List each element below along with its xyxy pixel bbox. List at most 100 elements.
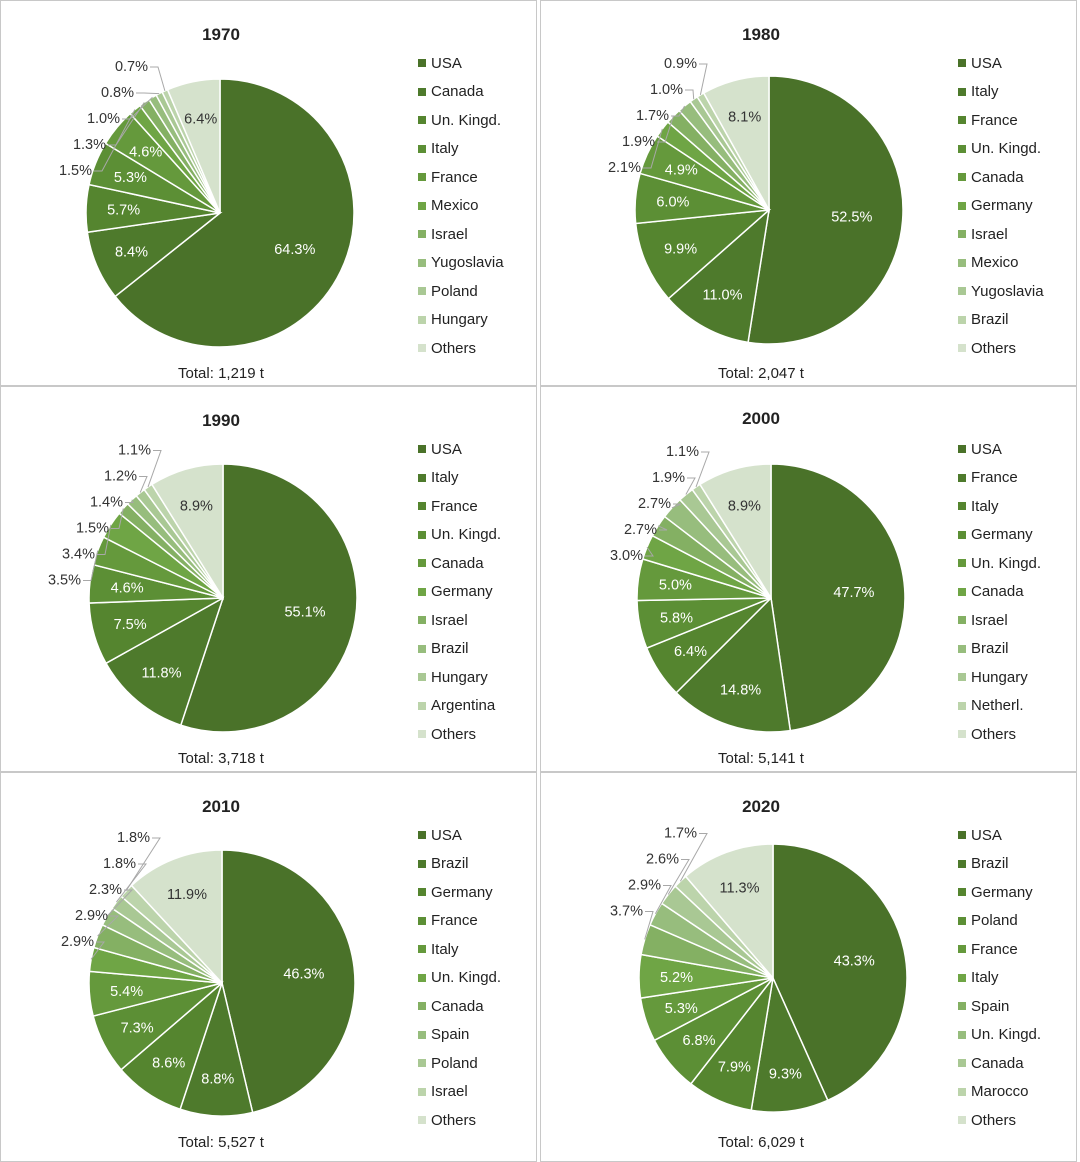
- legend-item: Yugoslavia: [958, 277, 1044, 306]
- legend-label: Un. Kingd.: [971, 1026, 1042, 1044]
- leader-line: [116, 863, 148, 903]
- legend-label: Argentina: [431, 697, 496, 715]
- pie-slice-others: [150, 463, 224, 601]
- legend-swatch: [418, 916, 426, 925]
- legend-swatch: [958, 673, 966, 682]
- chart-title: 1970: [202, 25, 240, 44]
- legend-label: Marocco: [971, 1083, 1029, 1101]
- slice-value-label: 4.9%: [665, 163, 698, 179]
- chart-total: Total: 6,029 t: [718, 1134, 804, 1151]
- chart-total: Total: 1,219 t: [178, 365, 264, 382]
- legend-label: France: [971, 469, 1018, 487]
- legend-item: Brazil: [418, 850, 501, 879]
- slice-value-label: 11.0%: [702, 288, 742, 304]
- legend-item: Un. Kingd.: [958, 549, 1041, 578]
- legend-item: Un. Kingd.: [958, 135, 1044, 164]
- legend-swatch: [958, 258, 966, 267]
- legend-swatch: [958, 945, 966, 954]
- legend-label: Yugoslavia: [971, 282, 1044, 300]
- slice-value-label: 11.9%: [167, 887, 207, 903]
- legend-label: USA: [971, 54, 1002, 72]
- legend-swatch: [418, 587, 426, 596]
- leader-line: [671, 503, 682, 509]
- pie-chart: 52.5% 11.0% 9.9% 6.0% 4.9% 8.1% 0.9% 1.0% 1.7% 1.…: [608, 56, 904, 345]
- legend-swatch: [958, 587, 966, 596]
- slice-value-label: 9.9%: [664, 242, 697, 258]
- legend-label: Italy: [431, 940, 459, 958]
- legend-item: Un. Kingd.: [418, 521, 501, 550]
- legend-item: Canada: [958, 1049, 1041, 1078]
- legend-swatch: [958, 87, 966, 96]
- legend-swatch: [418, 445, 426, 454]
- legend-label: Germany: [971, 526, 1033, 544]
- pie-chart-panel-2010: 2010 Total: 5,527 t 46.3% 8.8% 8.6% 7.3% 5.4% 1…: [0, 772, 537, 1162]
- legend-item: Spain: [958, 992, 1041, 1021]
- legend-label: France: [431, 168, 478, 186]
- legend-swatch: [958, 1002, 966, 1011]
- legend-swatch: [418, 258, 426, 267]
- legend-item: Germany: [958, 521, 1041, 550]
- leader-line: [643, 128, 663, 169]
- slice-value-label: 3.4%: [62, 547, 95, 563]
- legend-label: Un. Kingd.: [431, 111, 502, 129]
- legend-item: France: [418, 492, 501, 521]
- legend-swatch: [418, 973, 426, 982]
- slice-value-label: 8.8%: [201, 1072, 234, 1088]
- legend-swatch: [418, 287, 426, 296]
- pie-slice-others: [684, 843, 774, 981]
- slice-value-label: 2.1%: [608, 160, 641, 176]
- legend-item: Canada: [958, 163, 1044, 192]
- legend-item: France: [958, 464, 1041, 493]
- legend-item: USA: [418, 435, 501, 464]
- legend-swatch: [418, 831, 426, 840]
- slice-value-label: 2.9%: [75, 908, 108, 924]
- legend-label: Brazil: [431, 640, 469, 658]
- legend-item: Germany: [418, 578, 501, 607]
- legend-swatch: [958, 287, 966, 296]
- slice-value-label: 1.1%: [666, 444, 699, 460]
- legend-label: Poland: [971, 912, 1018, 930]
- pie-chart: 43.3% 9.3% 7.9%6.8% 5.3% 5.2% 11.3% 1.7% 2.6% 2.…: [610, 826, 908, 1113]
- legend-item: USA: [958, 821, 1041, 850]
- legend-label: Poland: [431, 1054, 478, 1072]
- slice-value-label: 4.6%: [129, 145, 162, 161]
- pie-chart-panel-2000: 2000 Total: 5,141 t 47.7% 14.8% 6.4% 5.8% 5.0%…: [540, 386, 1077, 772]
- legend-swatch: [958, 116, 966, 125]
- slice-value-label: 7.3%: [121, 1020, 154, 1036]
- legend-item: Others: [418, 720, 501, 749]
- legend-label: Others: [431, 725, 477, 743]
- slice-value-label: 3.0%: [610, 548, 643, 564]
- legend-swatch: [418, 644, 426, 653]
- legend-item: Hungary: [418, 663, 501, 692]
- leader-line: [671, 105, 686, 117]
- slice-value-label: 6.4%: [674, 644, 707, 660]
- chart-legend: USA Brazil Germany France Italy Un. Kingd. Can…: [418, 821, 501, 1135]
- pie-slice-france: [675, 596, 792, 733]
- legend-swatch: [418, 559, 426, 568]
- chart-legend: USA France Italy Germany Un. Kingd. Canada Isr…: [958, 435, 1041, 749]
- slice-value-label: 43.3%: [834, 954, 875, 970]
- legend-item: Poland: [418, 277, 504, 306]
- legend-swatch: [418, 87, 426, 96]
- legend-swatch: [958, 173, 966, 182]
- legend-swatch: [958, 701, 966, 710]
- legend-label: Hungary: [971, 668, 1028, 686]
- legend-item: Un. Kingd.: [418, 106, 504, 135]
- chart-total: Total: 2,047 t: [718, 365, 804, 382]
- legend-item: Marocco: [958, 1078, 1041, 1107]
- slice-value-label: 8.9%: [728, 498, 761, 514]
- legend-item: Others: [958, 720, 1041, 749]
- legend-swatch: [418, 473, 426, 482]
- chart-title: 1990: [202, 411, 240, 430]
- legend-label: Brazil: [971, 640, 1009, 658]
- legend-label: Un. Kingd.: [971, 140, 1042, 158]
- leader-line: [97, 524, 112, 555]
- legend-item: Others: [958, 1106, 1041, 1135]
- slice-value-label: 8.1%: [728, 110, 761, 126]
- pie-chart: 46.3% 8.8% 8.6% 7.3% 5.4% 11.9% 1.8% 1.8% 2.3% 2.…: [61, 830, 356, 1117]
- legend-swatch: [958, 859, 966, 868]
- legend-swatch: [418, 616, 426, 625]
- slice-value-label: 1.3%: [73, 137, 106, 153]
- legend-label: Israel: [971, 611, 1008, 629]
- slice-value-label: 2.7%: [638, 496, 671, 512]
